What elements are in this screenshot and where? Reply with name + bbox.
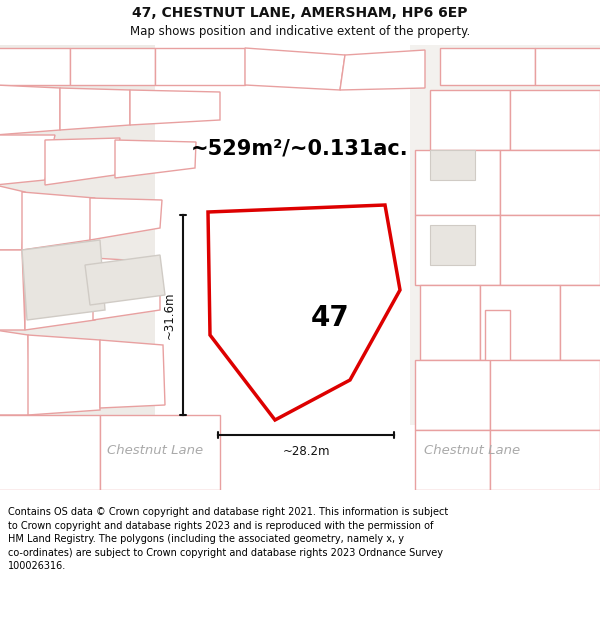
Polygon shape [25,250,95,330]
Polygon shape [0,45,155,70]
Polygon shape [93,258,160,320]
Text: Chestnut Lane: Chestnut Lane [424,444,520,456]
Polygon shape [0,135,55,185]
Text: Map shows position and indicative extent of the property.: Map shows position and indicative extent… [130,24,470,38]
Polygon shape [100,415,220,490]
Polygon shape [22,192,95,250]
Polygon shape [0,185,25,250]
Polygon shape [415,360,490,430]
Polygon shape [500,215,600,285]
Polygon shape [415,150,500,215]
Polygon shape [245,48,345,90]
Polygon shape [430,90,510,150]
Polygon shape [500,150,600,215]
Polygon shape [0,415,100,490]
Text: 47, CHESTNUT LANE, AMERSHAM, HP6 6EP: 47, CHESTNUT LANE, AMERSHAM, HP6 6EP [132,6,468,20]
Text: Chestnut Lane: Chestnut Lane [107,444,203,456]
Polygon shape [480,285,560,360]
Text: ~529m²/~0.131ac.: ~529m²/~0.131ac. [191,138,409,158]
Polygon shape [0,250,25,330]
Polygon shape [0,330,30,415]
Text: Contains OS data © Crown copyright and database right 2021. This information is : Contains OS data © Crown copyright and d… [8,507,448,571]
Polygon shape [115,140,196,178]
Polygon shape [410,45,600,425]
Polygon shape [155,48,245,85]
Polygon shape [70,48,155,85]
Polygon shape [560,285,600,360]
Polygon shape [440,48,535,85]
Polygon shape [28,335,100,415]
Polygon shape [100,340,165,408]
Text: 47: 47 [311,304,349,332]
Polygon shape [490,360,600,430]
Polygon shape [420,285,480,360]
Text: ~31.6m: ~31.6m [163,291,176,339]
Polygon shape [0,85,60,135]
Polygon shape [85,255,165,305]
Polygon shape [220,275,315,370]
Polygon shape [22,240,105,320]
Polygon shape [430,150,475,180]
Polygon shape [415,215,500,285]
Polygon shape [60,88,130,130]
Polygon shape [485,310,510,390]
Polygon shape [430,225,475,265]
Polygon shape [535,48,600,85]
Polygon shape [510,90,600,150]
Polygon shape [208,205,400,420]
Polygon shape [130,90,220,125]
Polygon shape [45,138,120,185]
Polygon shape [490,430,600,490]
Polygon shape [0,48,70,85]
Polygon shape [90,198,162,240]
Polygon shape [0,45,155,425]
Polygon shape [340,50,425,90]
Text: ~28.2m: ~28.2m [282,445,330,458]
Polygon shape [415,430,490,490]
